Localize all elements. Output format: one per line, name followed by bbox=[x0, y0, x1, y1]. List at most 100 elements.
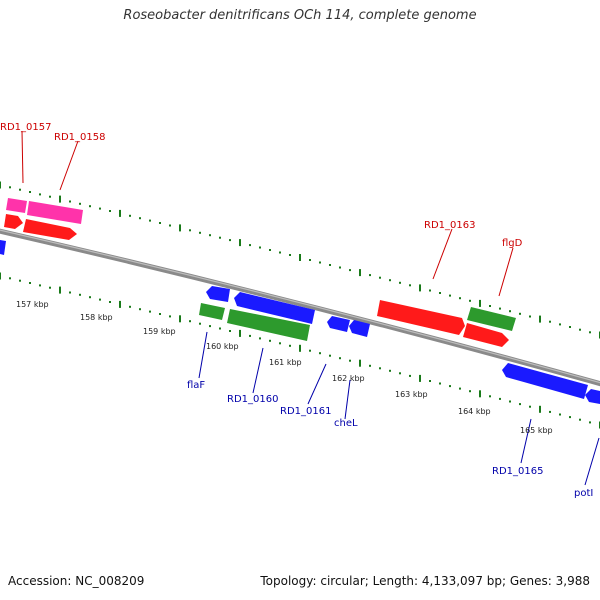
forward-callouts bbox=[21, 130, 514, 297]
gene-arrow[interactable] bbox=[463, 323, 509, 347]
gene-label-potI: potI bbox=[574, 488, 593, 499]
gene-label-cheL: cheL bbox=[334, 418, 358, 429]
gene-label-flaF: flaF bbox=[187, 380, 205, 391]
minor-tick bbox=[229, 330, 231, 332]
minor-tick bbox=[159, 222, 161, 224]
major-tick bbox=[419, 284, 421, 292]
major-tick bbox=[359, 269, 361, 277]
minor-tick bbox=[189, 229, 191, 232]
minor-tick bbox=[209, 234, 211, 237]
minor-tick bbox=[589, 331, 591, 334]
gene-arrow[interactable] bbox=[502, 363, 588, 399]
minor-tick bbox=[519, 312, 521, 315]
minor-tick bbox=[219, 327, 221, 330]
gene-arrow[interactable] bbox=[0, 240, 6, 255]
minor-tick bbox=[339, 357, 341, 360]
minor-tick bbox=[309, 349, 311, 352]
major-tick bbox=[539, 315, 541, 323]
minor-tick bbox=[549, 410, 551, 413]
minor-tick bbox=[49, 286, 51, 289]
major-tick bbox=[479, 390, 481, 398]
minor-tick bbox=[69, 200, 71, 203]
minor-tick bbox=[149, 219, 151, 222]
gene-arrow[interactable] bbox=[585, 389, 600, 404]
major-tick bbox=[239, 329, 241, 337]
minor-tick bbox=[379, 367, 381, 370]
gene-arrow[interactable] bbox=[6, 198, 27, 213]
minor-tick bbox=[429, 289, 431, 292]
minor-tick bbox=[109, 210, 111, 212]
minor-tick bbox=[319, 352, 321, 355]
minor-tick bbox=[309, 259, 311, 261]
gene-arrow[interactable] bbox=[467, 307, 516, 331]
kbp-label-158: 158 kbp bbox=[80, 313, 113, 322]
minor-tick bbox=[9, 277, 11, 280]
major-tick bbox=[0, 181, 1, 189]
major-tick bbox=[59, 286, 61, 294]
gene-label-RD1_0161: RD1_0161 bbox=[280, 406, 331, 417]
gene-arrow[interactable] bbox=[349, 320, 370, 337]
minor-tick bbox=[99, 298, 101, 301]
minor-tick bbox=[579, 418, 581, 421]
minor-tick bbox=[199, 322, 201, 325]
gene-label-RD1_0158: RD1_0158 bbox=[54, 132, 105, 143]
minor-tick bbox=[489, 395, 491, 398]
gene-arrow[interactable] bbox=[234, 292, 315, 324]
minor-tick bbox=[499, 307, 501, 310]
minor-tick bbox=[39, 284, 41, 287]
gene-arrow[interactable] bbox=[227, 309, 310, 341]
gene-arrow[interactable] bbox=[199, 303, 225, 320]
minor-tick bbox=[159, 313, 161, 315]
major-tick bbox=[59, 195, 61, 203]
minor-tick bbox=[439, 382, 441, 385]
gene-arrow[interactable] bbox=[23, 219, 77, 240]
gene-arrow[interactable] bbox=[206, 286, 230, 302]
kbp-label-160: 160 kbp bbox=[206, 342, 239, 351]
gene-label-RD1_0165: RD1_0165 bbox=[492, 466, 543, 477]
major-tick bbox=[539, 405, 541, 413]
gene-arrow[interactable] bbox=[27, 201, 83, 224]
minor-tick bbox=[369, 274, 371, 277]
minor-tick bbox=[519, 403, 521, 406]
reverse-callouts bbox=[198, 331, 600, 486]
minor-tick bbox=[39, 193, 41, 196]
minor-tick bbox=[99, 207, 101, 210]
minor-tick bbox=[409, 284, 411, 287]
minor-tick bbox=[449, 385, 451, 388]
minor-tick bbox=[139, 217, 141, 220]
gene-arrow[interactable] bbox=[377, 300, 465, 335]
minor-tick bbox=[129, 214, 131, 217]
major-tick bbox=[119, 300, 121, 308]
minor-tick bbox=[79, 293, 81, 296]
minor-tick bbox=[389, 279, 391, 282]
minor-tick bbox=[469, 390, 471, 393]
gene-label-RD1_0160: RD1_0160 bbox=[227, 394, 278, 405]
minor-tick bbox=[369, 364, 371, 367]
minor-tick bbox=[229, 239, 231, 242]
minor-tick bbox=[569, 416, 571, 419]
accession-text: Accession: NC_008209 bbox=[8, 574, 145, 588]
minor-tick bbox=[279, 342, 281, 345]
minor-tick bbox=[579, 328, 581, 331]
gene-arrow[interactable] bbox=[4, 214, 23, 229]
kbp-label-157: 157 kbp bbox=[16, 300, 49, 309]
minor-tick bbox=[79, 202, 81, 205]
major-tick bbox=[419, 374, 421, 382]
major-tick bbox=[299, 344, 301, 352]
gene-arrow[interactable] bbox=[327, 316, 350, 332]
minor-tick bbox=[169, 224, 171, 227]
minor-tick bbox=[69, 291, 71, 294]
minor-tick bbox=[469, 299, 471, 302]
minor-tick bbox=[559, 413, 561, 416]
major-tick bbox=[239, 239, 241, 247]
forward-gene-track bbox=[4, 198, 516, 347]
minor-tick bbox=[19, 188, 21, 191]
minor-tick bbox=[409, 374, 411, 377]
minor-tick bbox=[149, 310, 151, 313]
minor-tick bbox=[209, 325, 211, 328]
minor-tick bbox=[219, 236, 221, 239]
minor-tick bbox=[529, 315, 531, 318]
minor-tick bbox=[169, 315, 171, 318]
minor-tick bbox=[499, 397, 501, 400]
gene-label-RD1_0157: RD1_0157 bbox=[0, 122, 51, 133]
